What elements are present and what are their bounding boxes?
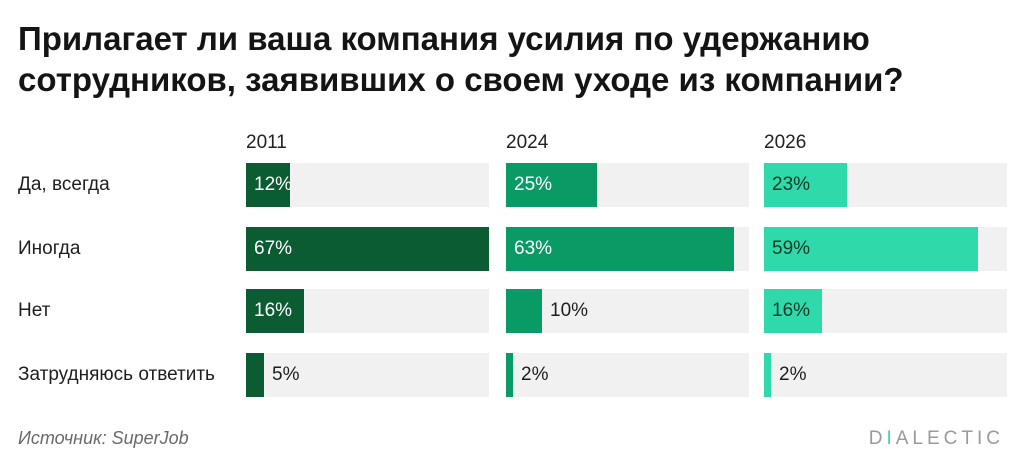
- bar: [764, 289, 822, 333]
- data-label: 10%: [550, 300, 589, 321]
- source-note: Источник: SuperJob: [18, 428, 189, 448]
- brand-logo: DIALECTIC: [868, 428, 1004, 449]
- bar: [506, 353, 513, 397]
- bar: [246, 353, 264, 397]
- data-label: 12%: [254, 174, 293, 195]
- bar: [246, 289, 304, 333]
- data-label: 23%: [772, 174, 811, 195]
- data-label: 59%: [772, 238, 811, 259]
- bar: [506, 289, 542, 333]
- data-label: 25%: [514, 174, 553, 195]
- category-label: Нет: [18, 300, 51, 321]
- data-label: 5%: [272, 364, 300, 385]
- bar-track: 5%: [246, 353, 489, 397]
- bar-track: 10%: [506, 289, 749, 333]
- bar-track: 2%: [506, 353, 749, 397]
- bar-track: 59%: [764, 227, 1007, 271]
- data-label: 16%: [772, 300, 811, 321]
- bar-track: 12%: [246, 163, 489, 207]
- category-label: Да, всегда: [18, 174, 110, 195]
- bar: [246, 163, 290, 207]
- series-header: 2024: [506, 132, 549, 153]
- bar-track: 16%: [764, 289, 1007, 333]
- data-label: 2%: [521, 364, 549, 385]
- chart-title: Прилагает ли ваша компания усилия по уде…: [18, 20, 904, 98]
- bar: [764, 163, 847, 207]
- data-label: 2%: [779, 364, 807, 385]
- bar-track: 63%: [506, 227, 749, 271]
- bar: [764, 227, 978, 271]
- series-header: 2026: [764, 132, 807, 153]
- data-label: 16%: [254, 300, 293, 321]
- category-label: Затрудняюсь ответить: [18, 364, 215, 385]
- bar: [506, 227, 734, 271]
- bar: [764, 353, 771, 397]
- bar: [246, 227, 489, 271]
- bar-track: 67%: [246, 227, 489, 271]
- series-header: 2011: [246, 132, 287, 153]
- bar-track: 16%: [246, 289, 489, 333]
- category-label: Иногда: [18, 238, 81, 259]
- data-label: 63%: [514, 238, 553, 259]
- bar-track: 23%: [764, 163, 1007, 207]
- data-label: 67%: [254, 238, 293, 259]
- bar-track: 25%: [506, 163, 749, 207]
- bar-track: 2%: [764, 353, 1007, 397]
- bar: [506, 163, 597, 207]
